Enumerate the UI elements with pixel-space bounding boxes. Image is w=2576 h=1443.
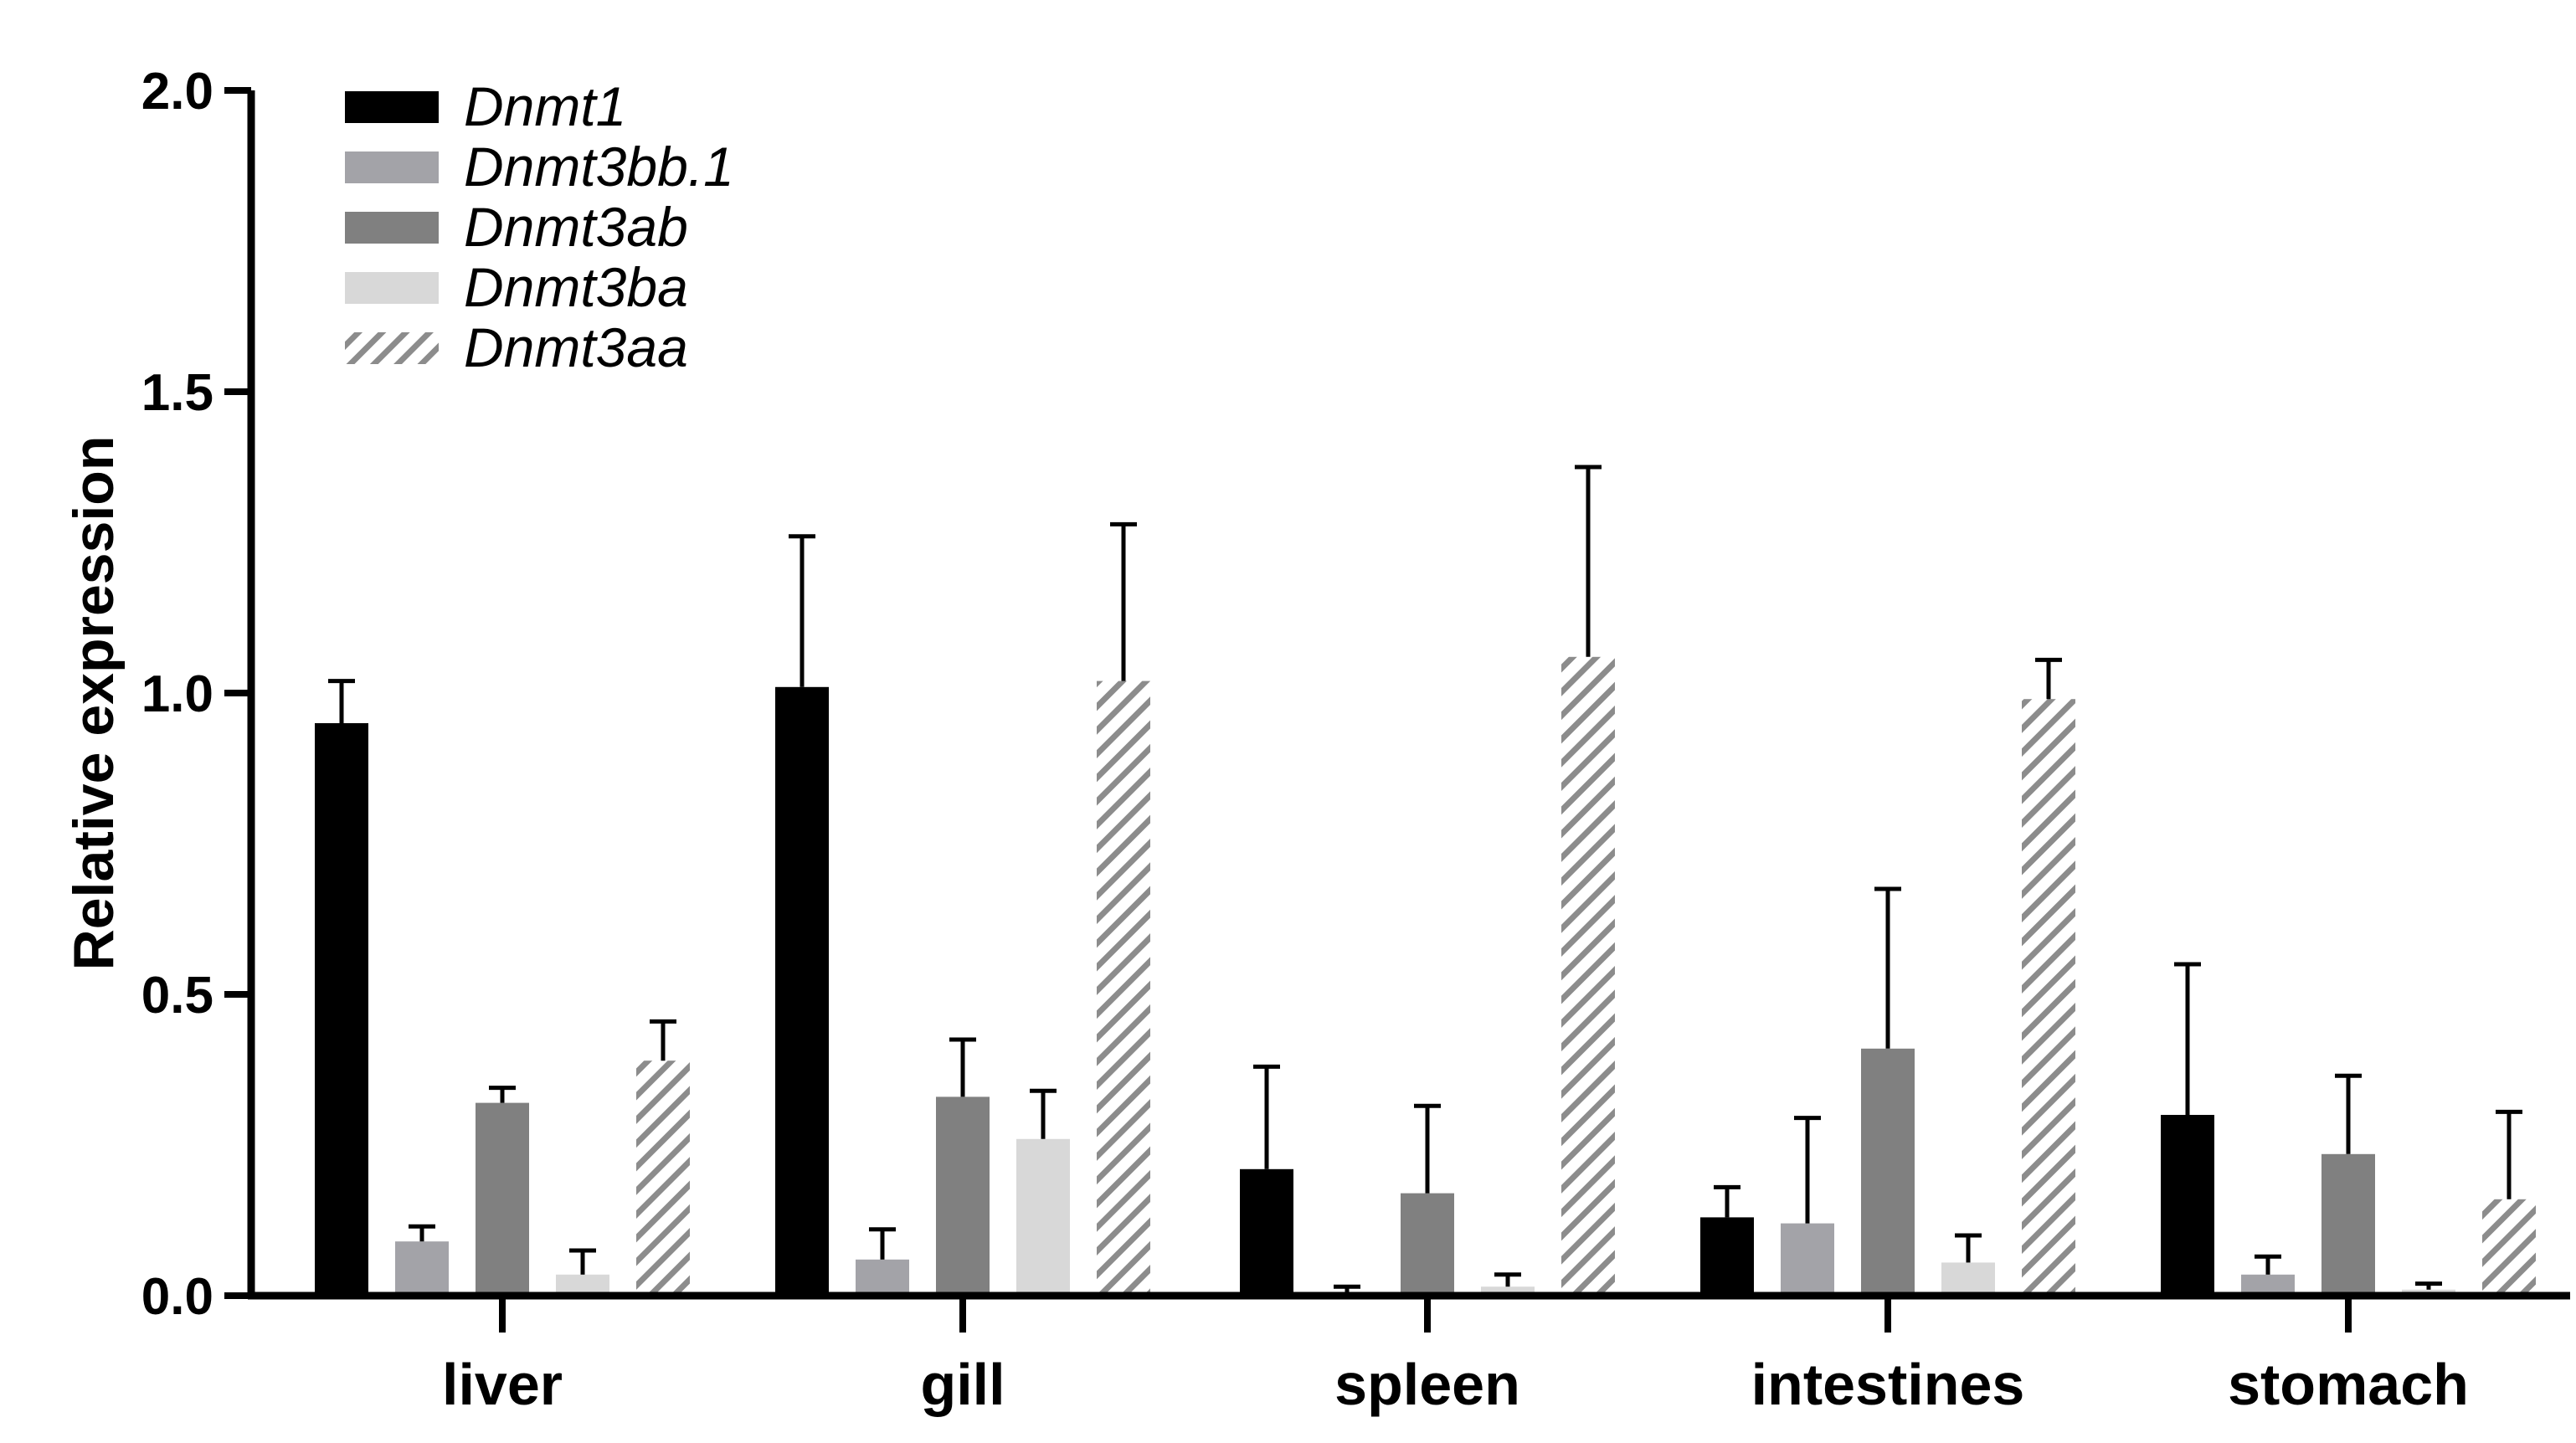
bar-dnmt3aa-liver: [636, 1060, 690, 1296]
legend-swatch-dnmt1: [345, 91, 439, 123]
bar-dnmt1-stomach: [2161, 1115, 2214, 1296]
legend-swatch-dnmt3ab: [345, 212, 439, 244]
bar-dnmt3ba-gill: [1016, 1138, 1070, 1296]
bar-dnmt3aa-stomach: [2482, 1199, 2536, 1296]
bar-dnmt3aa-spleen: [1561, 656, 1615, 1296]
legend-swatch-dnmt3bb1: [345, 151, 439, 183]
bar-dnmt3ba-intestines: [1941, 1262, 1995, 1296]
x-tick-label-liver: liver: [442, 1352, 563, 1417]
x-tick-label-gill: gill: [920, 1352, 1005, 1417]
bar-dnmt3ba-spleen: [1481, 1286, 1535, 1296]
y-tick-label: 0.5: [141, 967, 213, 1024]
bar-dnmt3bb1-gill: [856, 1259, 909, 1296]
y-tick-label: 2.0: [141, 63, 213, 121]
y-tick-label: 1.5: [141, 364, 213, 422]
legend-swatch-dnmt3aa: [345, 332, 439, 364]
bar-dnmt1-gill: [775, 686, 829, 1296]
bar-dnmt3ab-gill: [936, 1096, 990, 1296]
bar-dnmt3aa-gill: [1097, 680, 1150, 1296]
bar-dnmt3ab-spleen: [1401, 1193, 1454, 1296]
bar-dnmt3ab-stomach: [2321, 1153, 2375, 1296]
bar-dnmt3bb1-intestines: [1781, 1223, 1834, 1296]
legend-swatch-dnmt3ba: [345, 272, 439, 304]
y-axis-label: Relative expression: [62, 436, 126, 971]
x-tick-label-intestines: intestines: [1751, 1352, 2025, 1417]
legend-label-dnmt1: Dnmt1: [464, 75, 626, 137]
bar-dnmt1-spleen: [1240, 1168, 1293, 1296]
bar-dnmt3ab-intestines: [1861, 1048, 1915, 1296]
y-tick-label: 0.0: [141, 1268, 213, 1326]
bar-dnmt3aa-intestines: [2022, 699, 2075, 1296]
x-tick-label-stomach: stomach: [2228, 1352, 2469, 1417]
plot-area: 0.0 0.5 1.0 1.5 2.0 liver gill spleen intestines…: [62, 63, 2570, 1417]
bar-dnmt1-liver: [315, 723, 368, 1296]
legend-label-dnmt3bb1: Dnmt3bb.1: [464, 136, 734, 198]
legend-label-dnmt3aa: Dnmt3aa: [464, 316, 688, 378]
legend-label-dnmt3ab: Dnmt3ab: [464, 196, 688, 258]
bar-dnmt1-intestines: [1700, 1217, 1754, 1296]
bar-dnmt3ab-liver: [476, 1102, 529, 1296]
bar-dnmt3bb1-liver: [395, 1241, 449, 1296]
legend-label-dnmt3ba: Dnmt3ba: [464, 256, 688, 318]
x-tick-label-spleen: spleen: [1334, 1352, 1520, 1417]
y-tick-label: 1.0: [141, 665, 213, 723]
